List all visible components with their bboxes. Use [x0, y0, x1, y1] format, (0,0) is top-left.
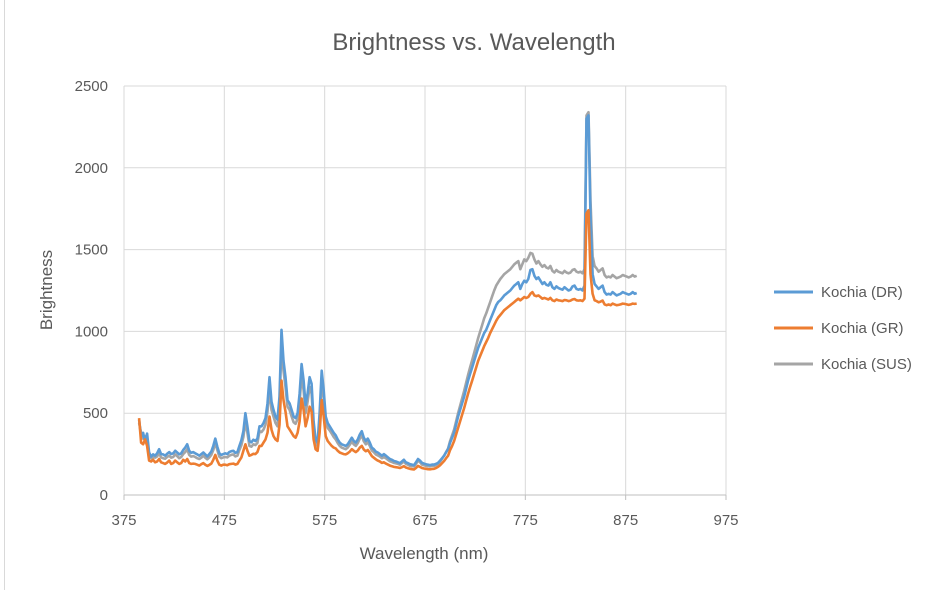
y-tick-label: 2000	[75, 160, 108, 177]
x-tick-label: 475	[212, 512, 237, 529]
axes	[123, 494, 727, 500]
x-axis-label: Wavelength (nm)	[360, 544, 489, 563]
y-tick-label: 0	[100, 487, 108, 504]
legend-label: Kochia (DR)	[821, 284, 903, 301]
tick-labels: 0 500 1000 1500 2000 2500 375 475 575 675 775 875 97…	[75, 78, 739, 529]
x-tick-label: 375	[111, 512, 136, 529]
y-tick-label: 500	[83, 405, 108, 422]
chart-title: Brightness vs. Wavelength	[332, 29, 615, 56]
x-tick-label: 975	[713, 512, 738, 529]
series-lines	[137, 110, 638, 471]
x-tick-label: 775	[513, 512, 538, 529]
legend: Kochia (DR) Kochia (GR) Kochia (SUS)	[774, 284, 912, 373]
y-axis-label: Brightness	[37, 250, 56, 330]
legend-label: Kochia (GR)	[821, 320, 904, 337]
x-tick-label: 675	[412, 512, 437, 529]
legend-label: Kochia (SUS)	[821, 356, 912, 373]
gridlines	[123, 85, 727, 495]
series-line-1	[137, 114, 638, 467]
x-tick-label: 575	[312, 512, 337, 529]
x-tick-label: 875	[613, 512, 638, 529]
y-tick-label: 1000	[75, 323, 108, 340]
y-tick-label: 2500	[75, 78, 108, 95]
y-tick-label: 1500	[75, 242, 108, 259]
series-line-3	[137, 110, 638, 468]
series-line-2	[137, 209, 637, 471]
